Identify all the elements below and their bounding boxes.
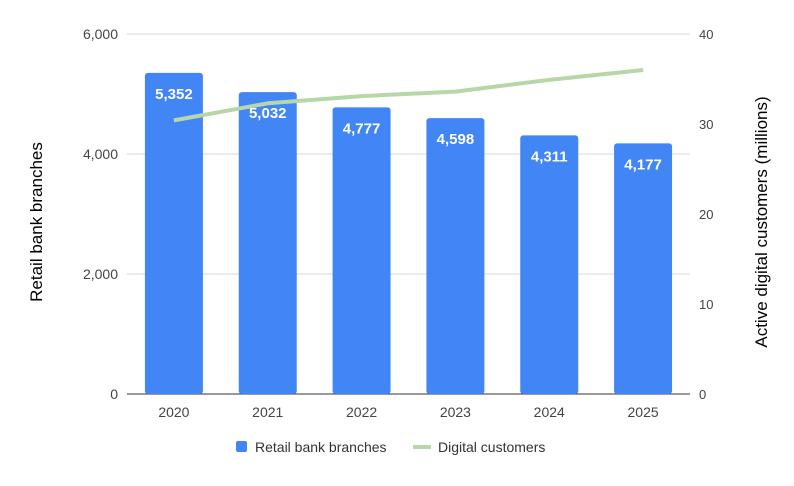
y2-tick-label: 20 bbox=[699, 207, 713, 222]
bar-data-label: 4,311 bbox=[531, 148, 568, 165]
bar-data-label: 4,177 bbox=[624, 156, 662, 173]
bar-2024 bbox=[520, 135, 578, 394]
legend-bar-swatch bbox=[236, 441, 247, 452]
x-tick-label: 2025 bbox=[628, 404, 659, 420]
y-axis-title: Retail bank branches bbox=[27, 142, 46, 302]
x-tick-label: 2023 bbox=[440, 404, 471, 420]
x-tick-label: 2022 bbox=[346, 404, 377, 420]
legend-bar-label: Retail bank branches bbox=[255, 439, 387, 455]
x-tick-label: 2024 bbox=[534, 404, 565, 420]
bar-2025 bbox=[614, 143, 672, 394]
bar-data-label: 5,032 bbox=[249, 105, 287, 122]
bar-2023 bbox=[426, 118, 484, 394]
y-tick-label: 6,000 bbox=[83, 26, 118, 42]
bar-data-label: 4,777 bbox=[343, 120, 381, 137]
bar-2021 bbox=[239, 92, 297, 394]
y2-tick-label: 10 bbox=[699, 297, 713, 312]
y2-axis-title: Active digital customers (millions) bbox=[752, 96, 771, 347]
y-tick-label: 4,000 bbox=[83, 146, 118, 162]
y2-tick-label: 30 bbox=[699, 117, 713, 132]
legend: Retail bank branches Digital customers bbox=[236, 439, 545, 455]
y-tick-label: 0 bbox=[110, 386, 118, 402]
bar-data-label: 5,352 bbox=[155, 86, 193, 103]
bar-2020 bbox=[145, 73, 203, 394]
bar-2022 bbox=[333, 107, 391, 394]
y2-tick-label: 0 bbox=[699, 387, 706, 402]
bar-data-label: 4,598 bbox=[437, 131, 475, 148]
legend-line-label: Digital customers bbox=[438, 439, 545, 455]
y-tick-label: 2,000 bbox=[83, 266, 118, 282]
y2-tick-label: 40 bbox=[699, 27, 713, 42]
x-tick-label: 2021 bbox=[252, 404, 283, 420]
x-tick-label: 2020 bbox=[158, 404, 189, 420]
